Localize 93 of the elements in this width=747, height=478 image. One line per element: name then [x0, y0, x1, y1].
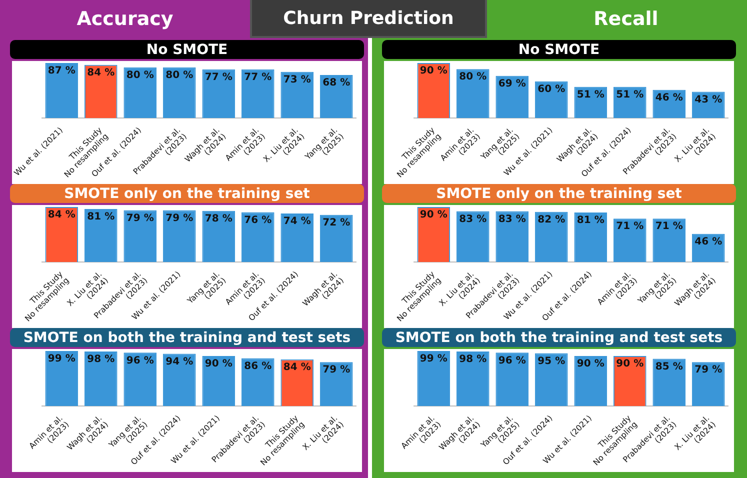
data-label: 72 %	[322, 217, 350, 228]
text: Churn Prediction	[250, 0, 487, 38]
data-label: 73 %	[283, 74, 311, 86]
bar	[496, 211, 529, 262]
bar	[124, 67, 157, 118]
data-label: 84 %	[87, 67, 115, 78]
data-label: 90 %	[420, 210, 448, 221]
chart-subtitle: Accuracy	[76, 7, 174, 32]
data-label: 60 %	[538, 84, 566, 95]
bar	[202, 69, 236, 118]
data-label: 46 %	[694, 236, 722, 248]
data-label: 78 %	[204, 214, 232, 225]
data-label: 95 %	[538, 356, 566, 367]
bar	[574, 212, 608, 262]
bar	[320, 362, 353, 406]
bar	[280, 72, 314, 118]
bar	[280, 214, 314, 262]
bar	[574, 356, 608, 406]
data-label: 81 %	[576, 215, 604, 226]
chart-title: No SMOTE	[10, 40, 364, 59]
bar	[456, 352, 490, 406]
chart-title: SMOTE only on the training set	[10, 184, 364, 203]
bar	[456, 211, 490, 262]
chart-title: SMOTE on both the training and test sets	[382, 328, 736, 347]
data-label: 96 %	[498, 355, 526, 366]
bar	[45, 351, 78, 406]
data-label: 51 %	[576, 89, 604, 100]
bar	[45, 63, 78, 118]
data-label: 99 %	[420, 354, 448, 365]
data-label: 46 %	[655, 92, 683, 104]
bar	[417, 351, 450, 406]
data-label: 80 %	[166, 70, 194, 82]
bar	[241, 212, 274, 262]
data-label: 71 %	[655, 221, 683, 232]
bar	[124, 352, 157, 406]
bar	[496, 352, 529, 406]
bar	[320, 214, 353, 262]
bar	[202, 210, 236, 262]
bar	[496, 76, 529, 118]
data-label: 80 %	[459, 72, 487, 83]
bar	[534, 353, 568, 406]
bar	[162, 210, 196, 262]
bar	[162, 354, 196, 406]
data-label: 74 %	[283, 216, 311, 228]
data-label: 51 %	[616, 89, 644, 100]
bar	[534, 212, 568, 262]
data-label: 79 %	[126, 212, 154, 224]
data-label: 84 %	[48, 210, 76, 221]
data-label: 85 %	[655, 361, 683, 372]
data-label: 90 %	[204, 358, 232, 370]
bar	[162, 67, 196, 118]
data-label: 81 %	[87, 212, 115, 223]
data-label: 98 %	[87, 354, 115, 366]
data-label: 84 %	[283, 362, 311, 373]
bar	[652, 218, 686, 262]
data-label: 99 %	[48, 354, 76, 365]
data-label: 83 %	[498, 214, 526, 225]
bar	[241, 358, 274, 406]
data-label: 69 %	[498, 78, 526, 90]
chart-subtitle: Recall	[592, 7, 660, 32]
bar	[320, 75, 353, 118]
data-label: 77 %	[204, 72, 232, 83]
data-label: 86 %	[244, 360, 272, 372]
bar	[652, 358, 686, 406]
data-label: 79 %	[694, 364, 722, 376]
data-label: 96 %	[126, 355, 154, 366]
chart-title: No SMOTE	[382, 40, 736, 59]
data-label: 80 %	[126, 70, 154, 82]
chart-title: SMOTE on both the training and test sets	[10, 328, 364, 347]
data-label: 68 %	[322, 78, 350, 89]
bar	[241, 69, 274, 118]
data-label: 98 %	[459, 354, 487, 366]
data-label: 90 %	[576, 358, 604, 370]
bar	[692, 362, 725, 406]
bar	[456, 69, 490, 118]
data-label: 90 %	[616, 358, 644, 370]
data-label: 43 %	[694, 94, 722, 106]
data-label: 79 %	[322, 364, 350, 376]
bar	[613, 218, 646, 262]
bar	[84, 352, 118, 406]
data-label: 82 %	[538, 214, 566, 226]
chart-title: SMOTE only on the training set	[382, 184, 736, 203]
data-label: 90 %	[420, 66, 448, 77]
data-label: 87 %	[48, 66, 76, 77]
data-label: 76 %	[244, 214, 272, 226]
data-label: 77 %	[244, 72, 272, 83]
data-label: 83 %	[459, 214, 487, 225]
data-label: 71 %	[616, 221, 644, 232]
bar	[124, 210, 157, 262]
data-label: 79 %	[166, 212, 194, 224]
bar	[202, 356, 236, 406]
data-label: 94 %	[166, 356, 194, 368]
bar	[84, 208, 118, 262]
